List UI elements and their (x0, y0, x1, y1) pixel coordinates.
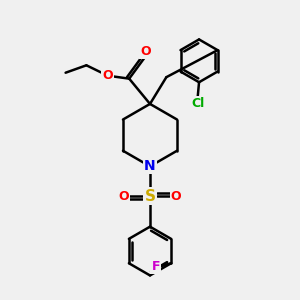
Text: O: O (140, 44, 151, 58)
Text: O: O (171, 190, 182, 202)
Text: N: N (144, 159, 156, 173)
Text: O: O (118, 190, 129, 202)
Text: O: O (103, 69, 113, 82)
Text: F: F (152, 260, 160, 273)
Text: S: S (145, 189, 155, 204)
Text: Cl: Cl (191, 97, 204, 110)
